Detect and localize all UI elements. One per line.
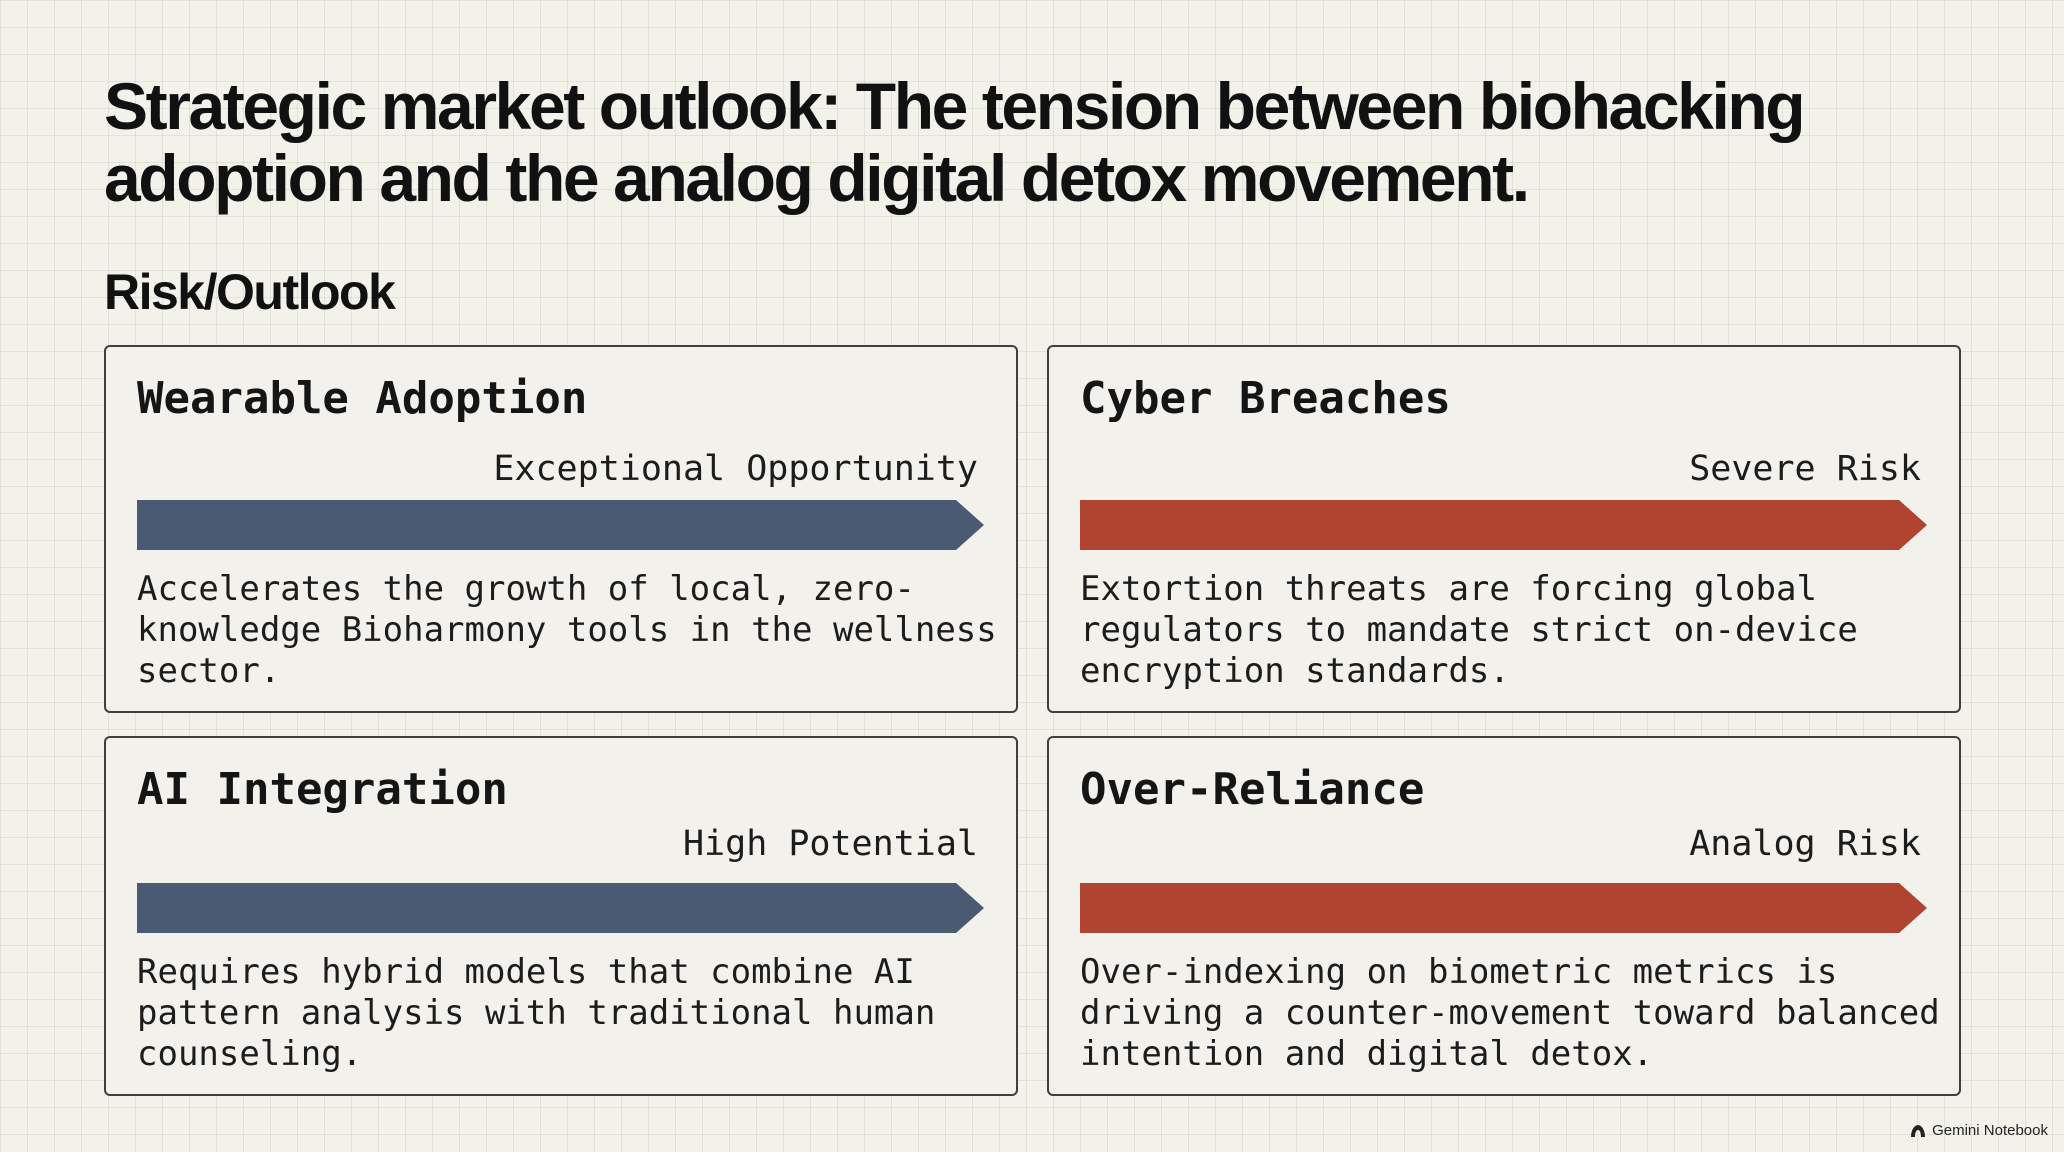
card-over-reliance: Over-Reliance Analog Risk Over-indexing … [1047, 736, 1961, 1096]
card-status-label: Severe Risk [1689, 449, 1921, 489]
section-label: Risk/Outlook [104, 264, 396, 320]
card-description: Over-indexing on biometric metrics is dr… [1080, 952, 1940, 1074]
footer-brand: Gemini Notebook [1910, 1122, 2048, 1139]
rating-bar-fill [1080, 500, 1927, 550]
rating-bar [1080, 883, 1927, 933]
gemini-notebook-logo-icon [1911, 1124, 1926, 1137]
card-title: Over-Reliance [1080, 764, 1425, 815]
card-cyber-breaches: Cyber Breaches Severe Risk Extortion thr… [1047, 345, 1961, 713]
rating-bar [1080, 500, 1927, 550]
slide-title: Strategic market outlook: The tension be… [104, 69, 1806, 215]
card-description: Accelerates the growth of local, zero-kn… [137, 569, 997, 691]
card-description: Extortion threats are forcing global reg… [1080, 569, 1858, 691]
footer-brand-label: Gemini Notebook [1932, 1122, 2048, 1139]
card-status-label: Exceptional Opportunity [493, 449, 978, 489]
card-ai-integration: AI Integration High Potential Requires h… [104, 736, 1018, 1096]
card-status-label: High Potential [682, 824, 978, 864]
rating-bar [137, 883, 984, 933]
card-title: AI Integration [137, 764, 508, 815]
card-title: Wearable Adoption [137, 373, 588, 424]
rating-bar-fill [137, 500, 984, 550]
rating-bar [137, 500, 984, 550]
card-wearable-adoption: Wearable Adoption Exceptional Opportunit… [104, 345, 1018, 713]
card-title: Cyber Breaches [1080, 373, 1451, 424]
card-description: Requires hybrid models that combine AI p… [137, 952, 936, 1074]
rating-bar-fill [137, 883, 984, 933]
card-status-label: Analog Risk [1689, 824, 1921, 864]
rating-bar-fill [1080, 883, 1927, 933]
